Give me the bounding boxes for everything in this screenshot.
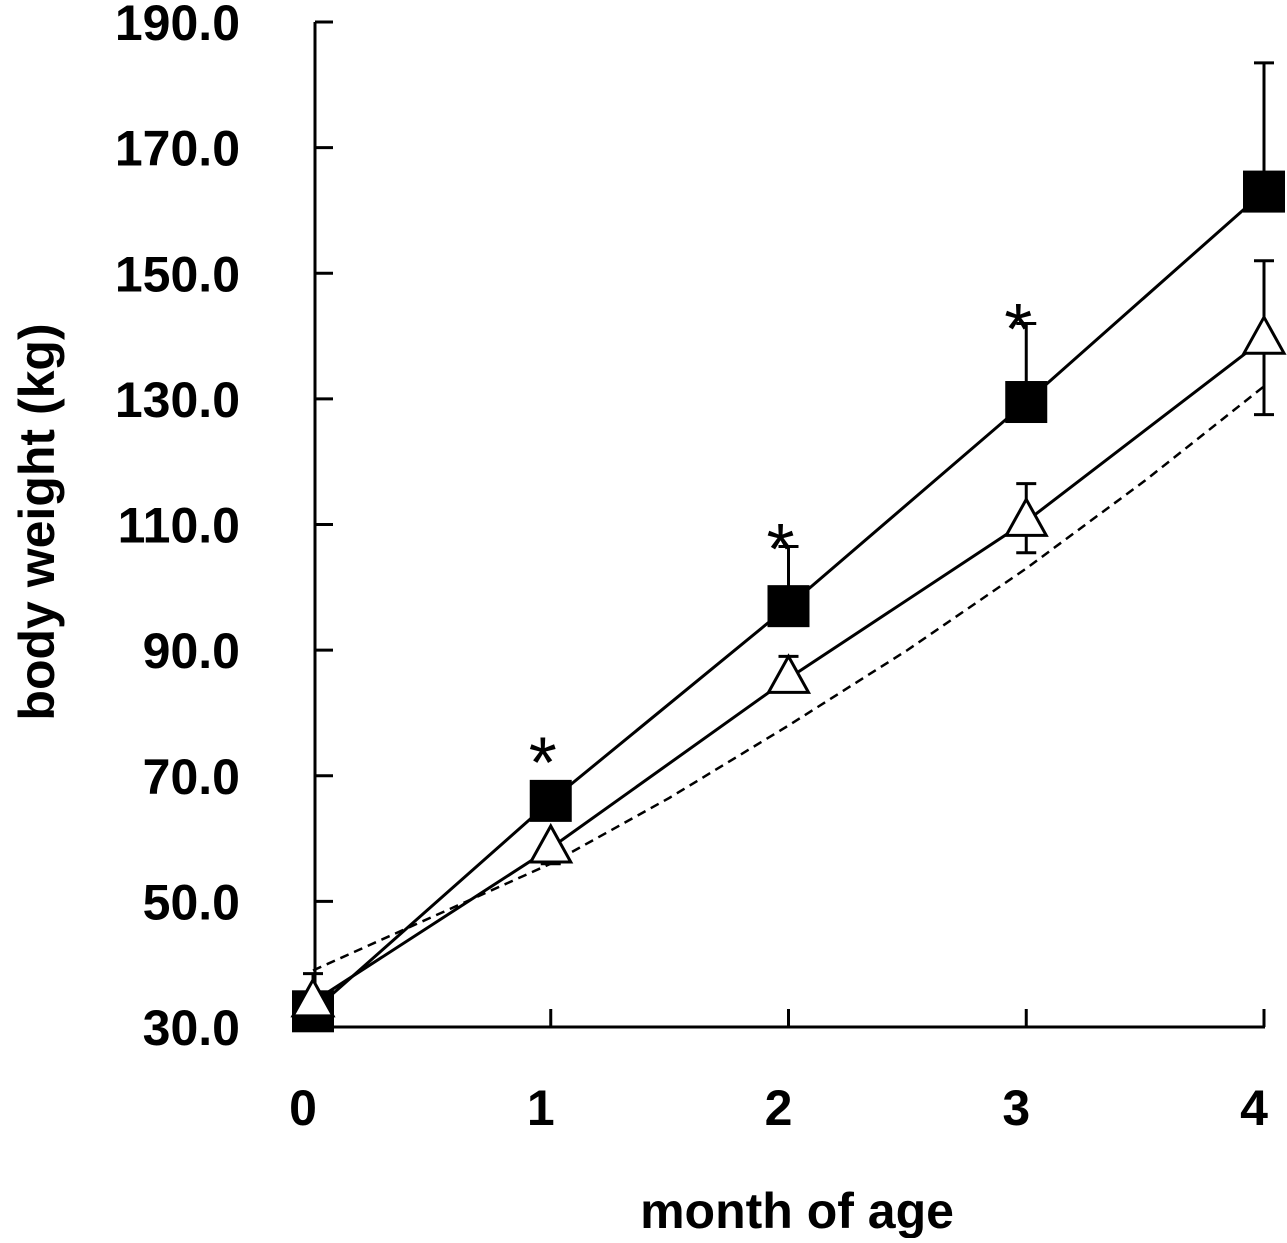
significance-asterisk: * bbox=[766, 510, 794, 590]
x-tick-label: 3 bbox=[1002, 1080, 1030, 1136]
data-point-square bbox=[529, 779, 572, 822]
y-tick-label: 190.0 bbox=[115, 0, 240, 51]
y-tick-label: 130.0 bbox=[115, 372, 240, 428]
y-tick-label: 110.0 bbox=[118, 498, 240, 554]
data-point-square bbox=[1005, 381, 1048, 424]
significance-asterisk: * bbox=[1004, 290, 1032, 370]
y-tick-label: 70.0 bbox=[143, 749, 240, 805]
x-tick-label: 4 bbox=[1240, 1080, 1268, 1136]
data-point-triangle bbox=[1003, 496, 1049, 537]
series-line bbox=[312, 385, 1265, 972]
y-tick-label: 90.0 bbox=[143, 623, 240, 679]
data-point-triangle bbox=[765, 653, 812, 694]
x-axis-title: month of age bbox=[640, 1183, 954, 1238]
x-tick-label: 0 bbox=[289, 1080, 317, 1136]
significance-asterisk: * bbox=[529, 723, 557, 803]
data-point-triangle bbox=[290, 976, 336, 1018]
y-axis-title: body weight (kg) bbox=[9, 323, 65, 720]
y-tick-label: 30.0 bbox=[143, 1000, 240, 1056]
x-tick-label: 2 bbox=[765, 1080, 793, 1136]
y-tick-label: 50.0 bbox=[143, 874, 240, 930]
y-tick-label: 170.0 bbox=[115, 121, 240, 177]
annotations: * * * bbox=[529, 290, 1033, 803]
y-tick-label: 150.0 bbox=[115, 246, 240, 302]
data-point-square bbox=[767, 585, 810, 628]
data-point-triangle bbox=[528, 822, 574, 864]
series-group bbox=[290, 61, 1287, 1033]
axes: 30.0 50.0 70.0 90.0 110.0 130.0 150.0 170.0 190.… bbox=[115, 0, 1268, 1136]
data-point-triangle bbox=[1241, 314, 1287, 355]
x-tick-label: 1 bbox=[527, 1080, 555, 1136]
data-point-square bbox=[1243, 170, 1285, 213]
